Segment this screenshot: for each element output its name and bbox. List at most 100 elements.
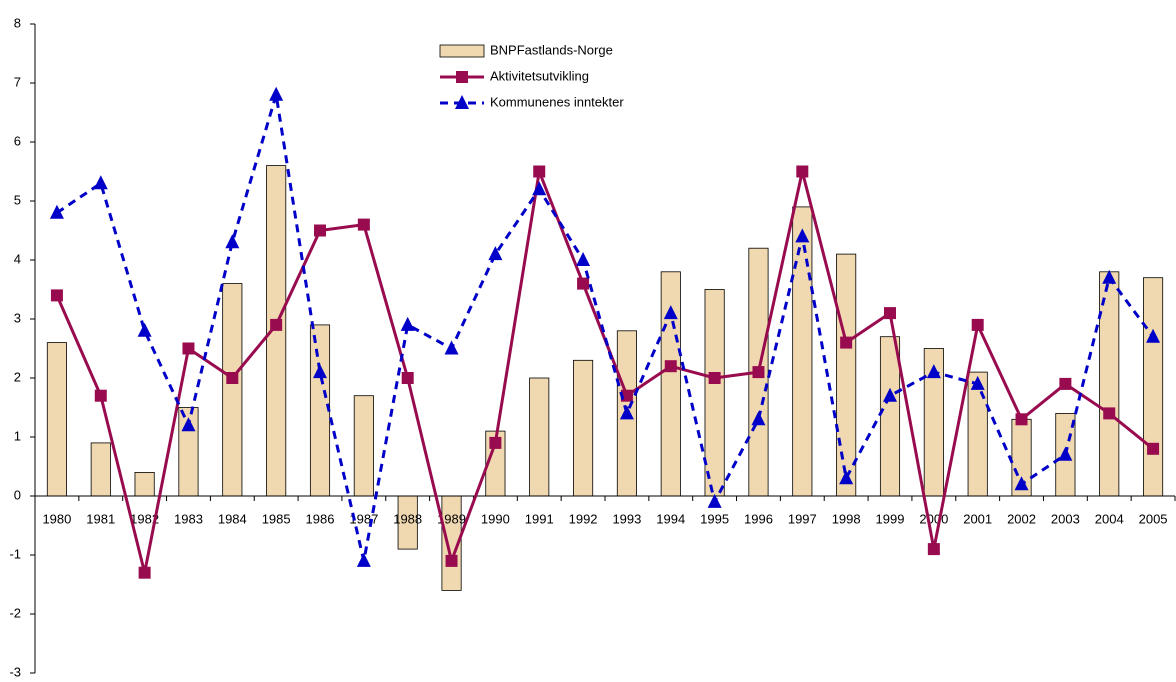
marker xyxy=(1015,413,1028,426)
marker xyxy=(884,307,896,320)
marker xyxy=(1058,446,1073,461)
marker xyxy=(752,366,765,379)
x-tick-label: 2001 xyxy=(963,511,992,526)
marker xyxy=(664,360,677,373)
x-tick-label: 1982 xyxy=(130,511,159,526)
marker xyxy=(883,387,897,402)
marker xyxy=(840,336,853,349)
marker xyxy=(444,340,459,355)
marker xyxy=(138,566,151,579)
marker xyxy=(577,277,590,290)
marker xyxy=(576,252,591,266)
bar xyxy=(309,324,331,497)
marker xyxy=(314,224,326,237)
marker xyxy=(1147,442,1160,455)
y-tick-label: 8 xyxy=(14,15,21,30)
bar xyxy=(573,359,594,497)
marker xyxy=(1059,377,1072,390)
marker xyxy=(456,71,468,83)
x-tick-label: 1993 xyxy=(612,511,641,526)
x-tick-label: 1980 xyxy=(42,511,71,526)
bar xyxy=(792,206,813,497)
marker xyxy=(455,95,469,109)
legend-label: BNPFastlands-Norge xyxy=(490,42,613,57)
y-tick-label: 7 xyxy=(14,74,21,89)
bar xyxy=(879,336,901,497)
y-tick-label: 3 xyxy=(14,310,21,325)
marker xyxy=(401,372,414,384)
bar xyxy=(353,395,374,497)
marker xyxy=(400,316,415,331)
x-tick-label: 1981 xyxy=(86,511,115,526)
marker xyxy=(751,411,766,426)
marker xyxy=(533,165,546,178)
bar xyxy=(967,371,988,497)
y-tick-label: 0 xyxy=(14,487,21,502)
x-tick-label: 1998 xyxy=(832,511,861,526)
marker xyxy=(927,543,940,556)
marker xyxy=(182,342,195,355)
y-tick-label: 6 xyxy=(14,133,21,148)
marker xyxy=(1103,407,1116,420)
marker xyxy=(488,246,503,261)
y-tick-label: -1 xyxy=(9,546,21,561)
marker xyxy=(50,289,63,302)
x-tick-label: 1995 xyxy=(700,511,729,526)
marker xyxy=(181,417,196,432)
x-tick-label: 1991 xyxy=(525,511,554,526)
x-tick-label: 2002 xyxy=(1007,511,1036,526)
bar xyxy=(529,377,550,497)
marker xyxy=(357,218,370,231)
marker xyxy=(926,364,941,379)
x-tick-label: 1994 xyxy=(656,511,685,526)
marker xyxy=(445,554,458,567)
y-tick-label: 4 xyxy=(14,251,21,266)
y-tick-label: -2 xyxy=(9,605,21,620)
x-tick-label: 1983 xyxy=(174,511,203,526)
marker xyxy=(532,181,547,196)
bar xyxy=(704,289,725,497)
marker xyxy=(619,405,634,420)
marker xyxy=(970,375,985,390)
y-tick-label: -3 xyxy=(9,664,21,677)
bar xyxy=(90,442,111,497)
legend-label: Aktivitetsutvikling xyxy=(490,68,589,83)
bar xyxy=(134,471,155,497)
y-tick-label: 2 xyxy=(14,369,21,384)
marker xyxy=(489,436,502,449)
x-tick-label: 2005 xyxy=(1139,511,1168,526)
marker xyxy=(795,228,810,243)
marker xyxy=(269,86,284,101)
x-tick-label: 2004 xyxy=(1095,511,1124,526)
marker xyxy=(313,364,327,379)
marker xyxy=(1146,328,1161,343)
marker xyxy=(356,552,371,567)
marker xyxy=(708,372,721,384)
marker xyxy=(93,175,108,190)
x-tick-label: 1986 xyxy=(306,511,335,526)
y-tick-label: 1 xyxy=(14,428,21,443)
x-tick-label: 2003 xyxy=(1051,511,1080,526)
marker xyxy=(796,165,809,178)
legend-label: Kommunenes inntekter xyxy=(490,94,624,109)
bar xyxy=(222,283,243,497)
line xyxy=(56,94,1155,562)
x-tick-label: 1992 xyxy=(569,511,598,526)
marker xyxy=(225,234,240,249)
marker xyxy=(270,318,283,331)
marker xyxy=(226,372,239,384)
marker xyxy=(1102,269,1117,284)
marker xyxy=(1014,476,1029,491)
x-tick-label: 1990 xyxy=(481,511,510,526)
marker xyxy=(971,318,984,331)
x-tick-label: 1999 xyxy=(876,511,905,526)
x-tick-label: 2000 xyxy=(919,511,948,526)
bar xyxy=(1099,271,1120,497)
bar xyxy=(46,342,67,497)
marker xyxy=(707,493,722,508)
bar xyxy=(836,253,857,497)
x-tick-label: 1985 xyxy=(262,511,291,526)
x-tick-label: 1984 xyxy=(218,511,247,526)
y-tick-label: 5 xyxy=(14,192,21,207)
